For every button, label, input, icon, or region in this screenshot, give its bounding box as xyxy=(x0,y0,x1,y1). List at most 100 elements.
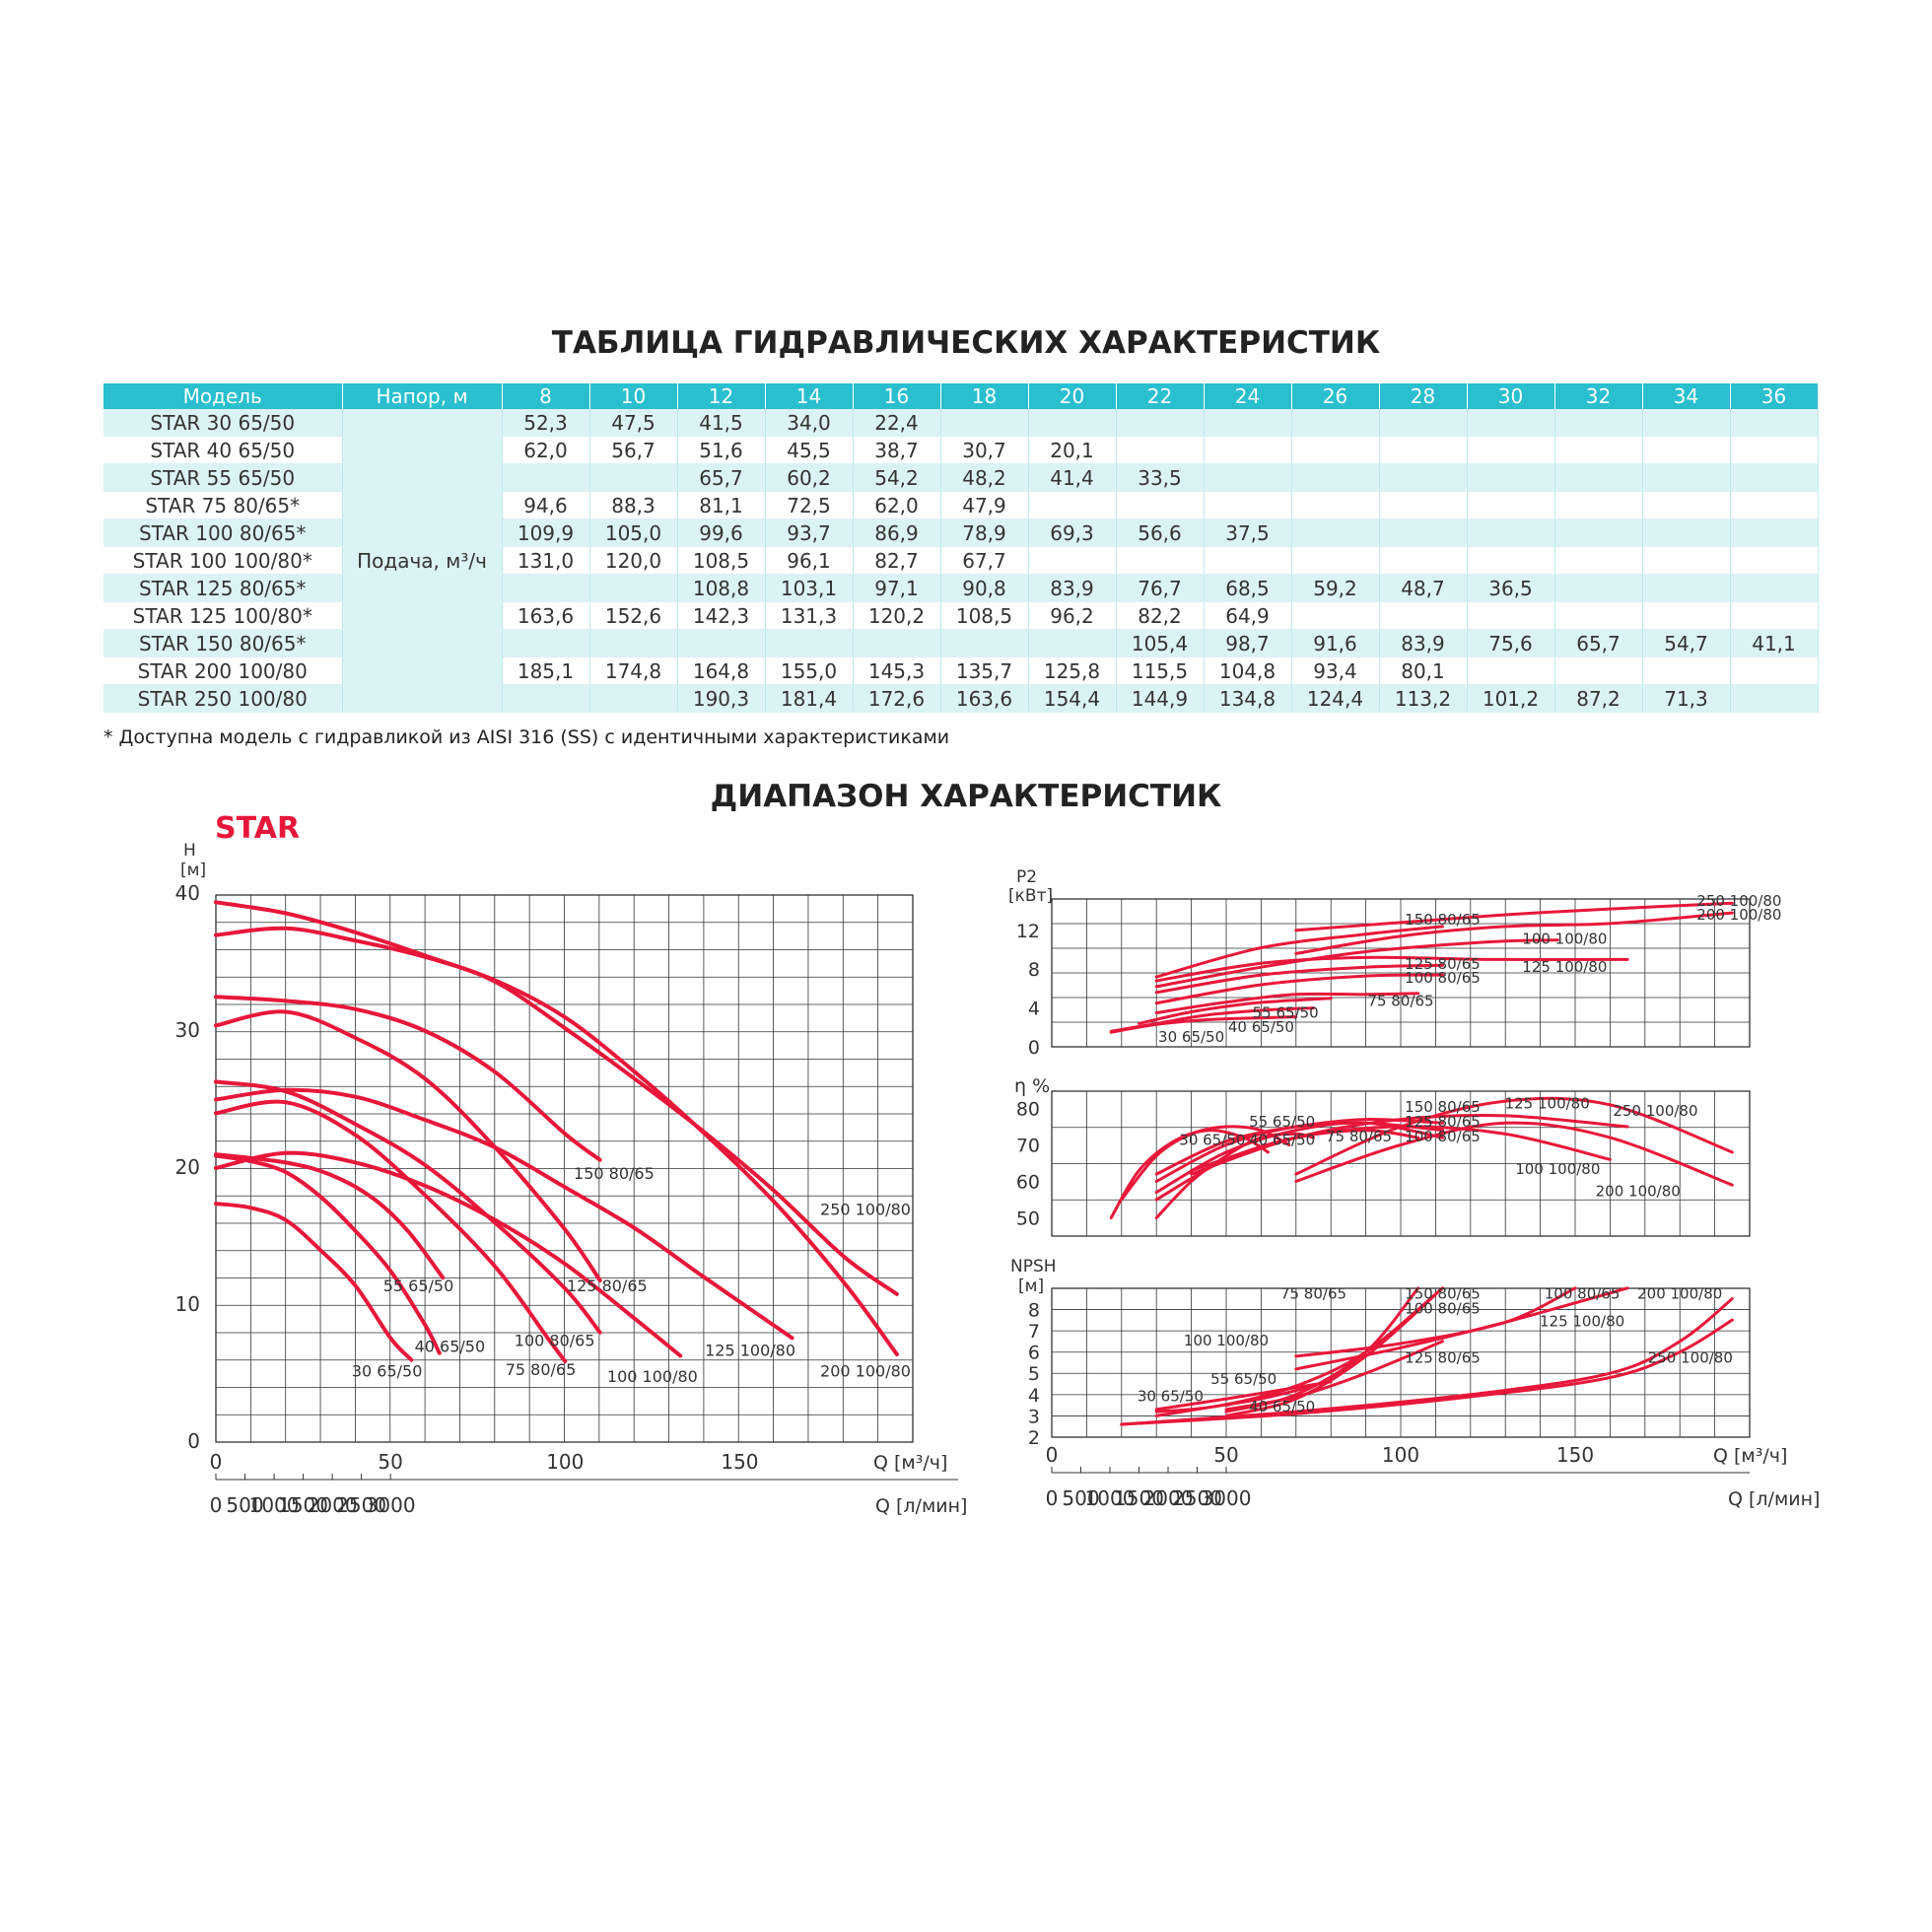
npsh-x-tick-label: 0 xyxy=(1046,1443,1059,1467)
value-cell: 104,8 xyxy=(1204,656,1292,685)
h-curve-125-100-80 xyxy=(214,1087,794,1341)
value-cell xyxy=(1116,546,1205,575)
value-cell: 83,9 xyxy=(1028,574,1117,602)
value-cell xyxy=(1642,409,1731,437)
value-cell: 82,7 xyxy=(853,546,941,575)
value-cell xyxy=(1116,491,1205,519)
p2-curve xyxy=(1154,992,1420,1014)
value-cell: 93,7 xyxy=(765,518,854,547)
p2-curve-label: 125 80/65 xyxy=(1405,955,1481,973)
value-cell: 142,3 xyxy=(677,601,766,630)
value-cell: 41,1 xyxy=(1730,629,1819,657)
value-cell: 181,4 xyxy=(765,684,854,713)
value-cell xyxy=(1379,409,1468,437)
table-row: STAR 125 80/65* 108,8 103,1 97,1 90,8 83,9 76,… xyxy=(104,574,1819,602)
npsh-y-tick-label: 6 xyxy=(1028,1343,1040,1364)
h-x-tick-label: 100 xyxy=(546,1450,584,1474)
eta-curve-label: 30 65/50 xyxy=(1179,1132,1245,1149)
h-curve-label: 30 65/50 xyxy=(352,1361,423,1380)
value-cell: 172,6 xyxy=(853,684,941,713)
value-cell xyxy=(1642,518,1731,547)
value-cell xyxy=(1028,491,1117,519)
p2-curve xyxy=(1154,925,1444,979)
table-header-row: Модель Напор, м 8 10 12 14 16 18 20 22 2… xyxy=(104,383,1819,409)
value-cell xyxy=(1642,574,1731,602)
p2-curve-label: 200 100/80 xyxy=(1696,906,1781,924)
value-cell: 109,9 xyxy=(502,518,590,547)
value-cell: 30,7 xyxy=(940,436,1029,464)
model-cell: STAR 125 80/65* xyxy=(104,574,343,602)
table-row: STAR 30 65/50 Подача, м³/ч 52,3 47,5 41,5 34,… xyxy=(104,409,1819,713)
head-col: 26 xyxy=(1291,383,1380,409)
npsh-lpm-tick-label: 2000 xyxy=(1143,1486,1194,1510)
value-cell: 78,9 xyxy=(940,518,1029,547)
h-lpm-axis-label: Q [л/мин] xyxy=(875,1495,967,1517)
h-curve-55-65-50 xyxy=(214,1152,446,1280)
value-cell: 86,9 xyxy=(853,518,941,547)
value-cell xyxy=(1730,436,1819,464)
value-cell: 45,5 xyxy=(765,436,854,464)
value-cell: 65,7 xyxy=(1554,629,1643,657)
table-row: STAR 200 100/80 185,1 174,8 164,8 155,0 145,3… xyxy=(104,656,1819,685)
value-cell: 38,7 xyxy=(853,436,941,464)
table-row: STAR 55 65/50 65,7 60,2 54,2 48,2 41,4 33,5 xyxy=(104,463,1819,492)
value-cell xyxy=(1379,463,1468,492)
h-curve-label: 125 80/65 xyxy=(567,1276,648,1295)
p2-curve-label: 55 65/50 xyxy=(1253,1003,1319,1021)
value-cell: 108,5 xyxy=(677,546,766,575)
eta-curve-label: 100 80/65 xyxy=(1405,1128,1481,1145)
h-curve-label: 100 80/65 xyxy=(515,1332,595,1350)
h-axis-unit: [м] xyxy=(180,861,206,880)
eta-curve xyxy=(1190,1113,1629,1176)
value-cell: 47,9 xyxy=(940,491,1029,519)
value-cell xyxy=(1467,436,1555,464)
value-cell xyxy=(1204,409,1292,437)
npsh-curve xyxy=(1120,1318,1734,1426)
eta-curve-label: 150 80/65 xyxy=(1405,1098,1481,1116)
head-col: 34 xyxy=(1642,383,1731,409)
h-curve-label: 200 100/80 xyxy=(820,1361,911,1380)
p2-curve xyxy=(1154,973,1444,1005)
flow-label-cell: Подача, м³/ч xyxy=(342,409,503,713)
p2-curve xyxy=(1154,963,1444,995)
value-cell xyxy=(1730,491,1819,519)
value-cell: 98,7 xyxy=(1204,629,1292,657)
p2-curve xyxy=(1154,955,1629,983)
value-cell xyxy=(1467,463,1555,492)
value-cell xyxy=(1467,518,1555,547)
model-cell: STAR 75 80/65* xyxy=(104,491,343,519)
npsh-axis-label: NPSH xyxy=(1010,1257,1057,1276)
h-curve-30-65-50 xyxy=(214,1202,414,1362)
value-cell: 120,0 xyxy=(589,546,678,575)
value-cell: 145,3 xyxy=(853,656,941,685)
npsh-lpm-tick-label: 3000 xyxy=(1202,1486,1252,1510)
value-cell xyxy=(1642,601,1731,630)
value-cell: 135,7 xyxy=(940,656,1029,685)
npsh-curve xyxy=(1294,1286,1629,1371)
value-cell xyxy=(589,463,678,492)
npsh-curve-label: 125 100/80 xyxy=(1540,1313,1624,1331)
value-cell xyxy=(1379,601,1468,630)
value-cell: 83,9 xyxy=(1379,629,1468,657)
p2-y-tick-label: 0 xyxy=(1028,1037,1040,1059)
h-lpm-tick-label: 2500 xyxy=(336,1493,386,1517)
value-cell xyxy=(502,574,590,602)
h-y-tick-label: 40 xyxy=(175,881,200,905)
table-row: STAR 250 100/80 190,3 181,4 172,6 163,6 154,4… xyxy=(104,684,1819,713)
value-cell: 54,7 xyxy=(1642,629,1731,657)
p2-curve xyxy=(1294,911,1734,955)
value-cell xyxy=(1204,491,1292,519)
p2-y-tick-label: 12 xyxy=(1016,921,1040,942)
head-header: Напор, м xyxy=(342,383,503,409)
p2-curve-label: 100 80/65 xyxy=(1405,969,1481,987)
value-cell xyxy=(1204,463,1292,492)
model-cell: STAR 100 80/65* xyxy=(104,518,343,547)
eta-curve-label: 200 100/80 xyxy=(1596,1182,1681,1200)
value-cell: 90,8 xyxy=(940,574,1029,602)
value-cell: 71,3 xyxy=(1642,684,1731,713)
eta-y-tick-label: 80 xyxy=(1016,1099,1040,1121)
value-cell xyxy=(1554,656,1643,685)
footnote: * Доступна модель с гидравликой из AISI … xyxy=(104,726,950,748)
value-cell xyxy=(1554,518,1643,547)
table-row: STAR 100 80/65* 109,9 105,0 99,6 93,7 86,9 78,… xyxy=(104,518,1819,547)
